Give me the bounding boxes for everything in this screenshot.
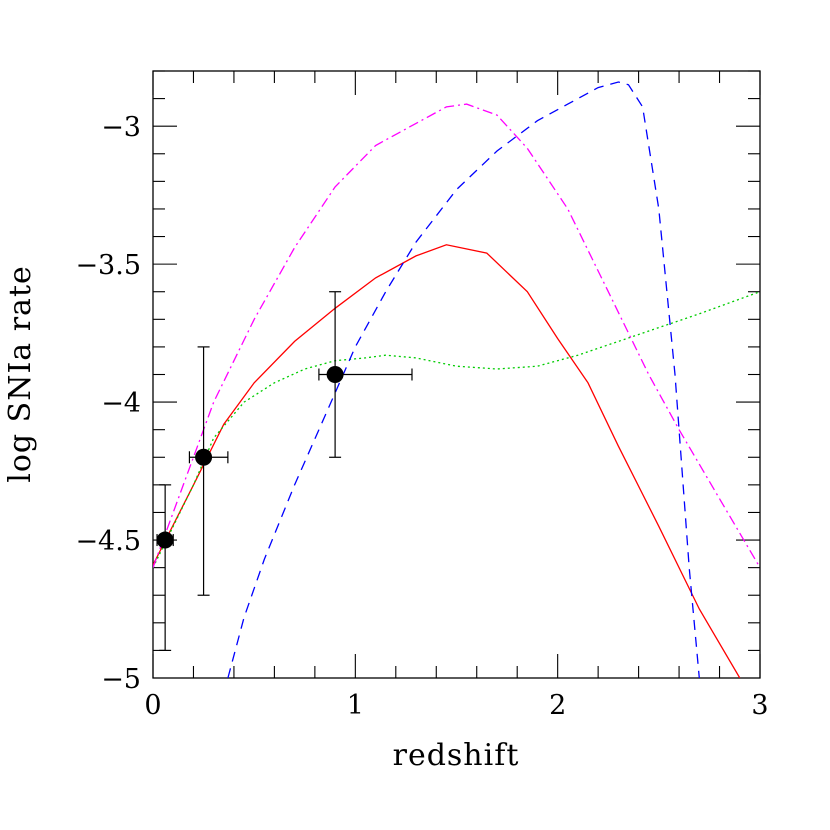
y-axis-title: log SNIa rate bbox=[3, 265, 38, 483]
series-line bbox=[153, 103, 760, 568]
y-tick-label: −4.5 bbox=[75, 526, 141, 557]
data-point-marker bbox=[195, 448, 213, 466]
y-tick-label: −5 bbox=[101, 664, 141, 695]
y-tick-label: −4 bbox=[101, 388, 141, 419]
plot-frame bbox=[152, 70, 761, 679]
axis-ticks bbox=[152, 70, 761, 679]
data-points-layer bbox=[156, 291, 413, 652]
x-tick-label: 1 bbox=[347, 690, 364, 721]
x-tick-label: 0 bbox=[144, 690, 161, 721]
series-layer bbox=[153, 81, 760, 678]
y-tick-label: −3.5 bbox=[75, 250, 141, 281]
y-tick-label: −3 bbox=[101, 112, 141, 143]
data-point-marker bbox=[326, 366, 344, 383]
series-line bbox=[153, 244, 741, 678]
series-line bbox=[227, 81, 700, 678]
series-line bbox=[153, 291, 760, 568]
data-point-marker bbox=[156, 531, 174, 549]
x-tick-label: 3 bbox=[751, 690, 768, 721]
x-tick-label: 2 bbox=[549, 690, 566, 721]
x-axis-title: redshift bbox=[393, 738, 520, 773]
tick-labels: 0 1 2 3 −3 −3.5 −4 −4.5 −5 bbox=[75, 112, 768, 721]
